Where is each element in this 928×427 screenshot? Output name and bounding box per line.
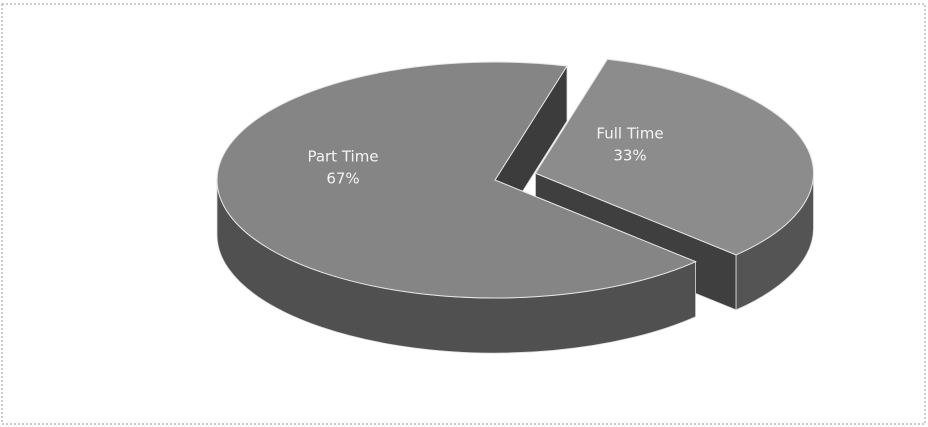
slice-value-label: 67% (326, 170, 359, 188)
slice (216, 61, 697, 299)
pie: Full Time 33% Part Time 67% (216, 57, 814, 354)
slice-value-label: 33% (613, 147, 646, 165)
slice (534, 58, 814, 256)
slice-label: Full Time (596, 125, 663, 143)
slice-label: Part Time (307, 148, 378, 166)
